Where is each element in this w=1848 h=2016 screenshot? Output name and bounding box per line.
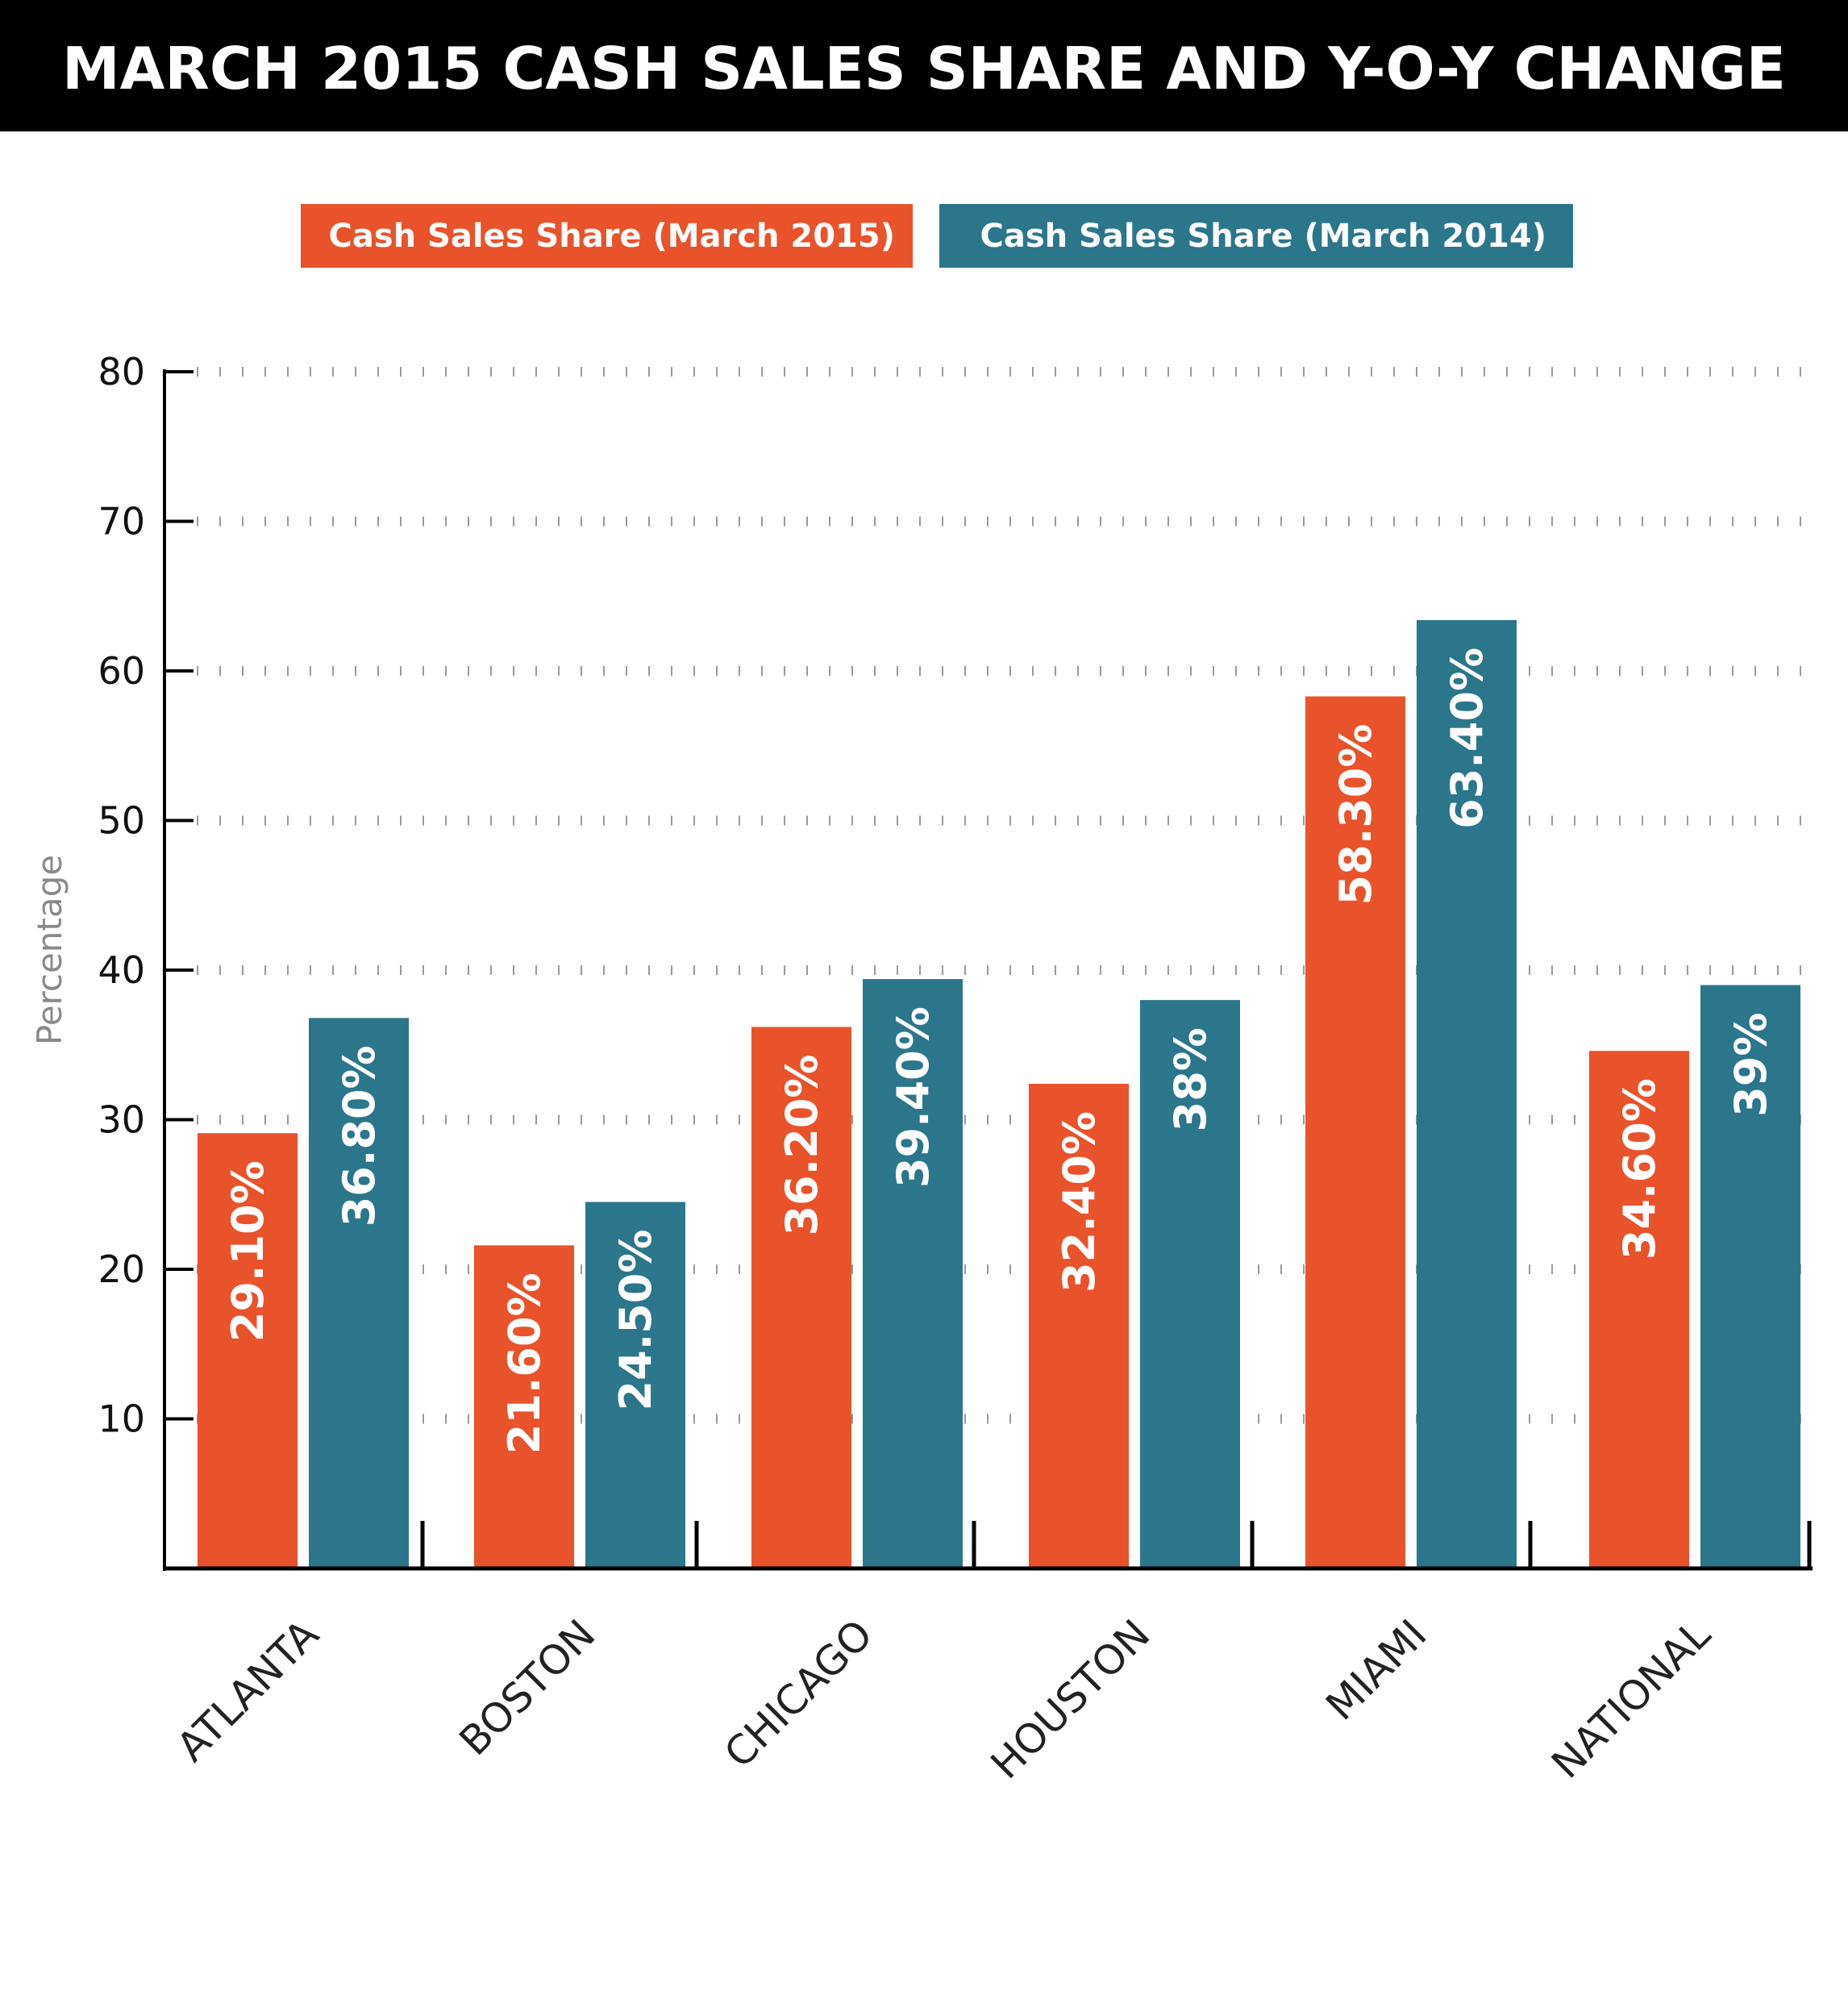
- bar-atlanta-2014: [309, 1018, 409, 1568]
- bar-miami-2014: [1417, 619, 1517, 1569]
- data-label: 21.60%: [499, 1272, 550, 1454]
- legend-swatch-2015: [301, 204, 913, 268]
- legend-label-2015: Cash Sales Share (March 2015): [328, 218, 895, 255]
- y-tick-label: 40: [98, 948, 145, 992]
- bar-boston-2014: [585, 1202, 685, 1568]
- data-label: 38%: [1165, 1027, 1216, 1131]
- y-tick-label: 50: [98, 799, 145, 843]
- data-label: 29.10%: [223, 1160, 273, 1342]
- y-tick-label: 70: [98, 500, 145, 544]
- data-label: 58.30%: [1330, 724, 1381, 906]
- bar-national-2015: [1589, 1051, 1689, 1568]
- bar-houston-2015: [1029, 1083, 1129, 1568]
- data-label: 36.20%: [776, 1054, 827, 1235]
- x-tick-label: HOUSTON: [982, 1610, 1159, 1788]
- x-tick-label: ATLANTA: [168, 1610, 327, 1770]
- bar-chicago-2014: [863, 979, 963, 1568]
- bar-houston-2014: [1140, 1000, 1240, 1568]
- x-tick-label: NATIONAL: [1542, 1610, 1719, 1787]
- bar-miami-2015: [1305, 696, 1405, 1569]
- y-tick-label: 20: [98, 1248, 145, 1291]
- y-axis-label: Percentage: [30, 855, 69, 1045]
- legend-swatch-2014: [939, 204, 1573, 268]
- y-tick-label: 30: [98, 1098, 145, 1142]
- bar-national-2014: [1700, 985, 1800, 1568]
- y-tick-label: 10: [98, 1397, 145, 1441]
- x-tick-label: CHICAGO: [715, 1610, 881, 1776]
- data-label: 39.40%: [888, 1006, 939, 1188]
- data-label: 39%: [1725, 1013, 1776, 1117]
- y-tick-label: 80: [98, 350, 145, 394]
- x-tick-label: BOSTON: [451, 1610, 605, 1764]
- bar-boston-2015: [474, 1245, 574, 1568]
- data-label: 36.80%: [334, 1045, 385, 1227]
- y-tick-label: 60: [98, 649, 145, 693]
- bar-chicago-2015: [751, 1027, 851, 1568]
- legend-label-2014: Cash Sales Share (March 2014): [980, 218, 1546, 255]
- data-label: 63.40%: [1442, 648, 1492, 829]
- chart-title: MARCH 2015 CASH SALES SHARE AND Y-O-Y CH…: [62, 35, 1786, 102]
- data-label: 24.50%: [610, 1230, 661, 1411]
- x-tick-label: MIAMI: [1317, 1610, 1435, 1729]
- data-label: 32.40%: [1054, 1111, 1105, 1293]
- bar-atlanta-2015: [198, 1133, 298, 1568]
- title-bar: [0, 0, 1848, 131]
- data-label: 34.60%: [1614, 1078, 1665, 1260]
- legend: Cash Sales Share (March 2015) Cash Sales…: [301, 204, 1573, 268]
